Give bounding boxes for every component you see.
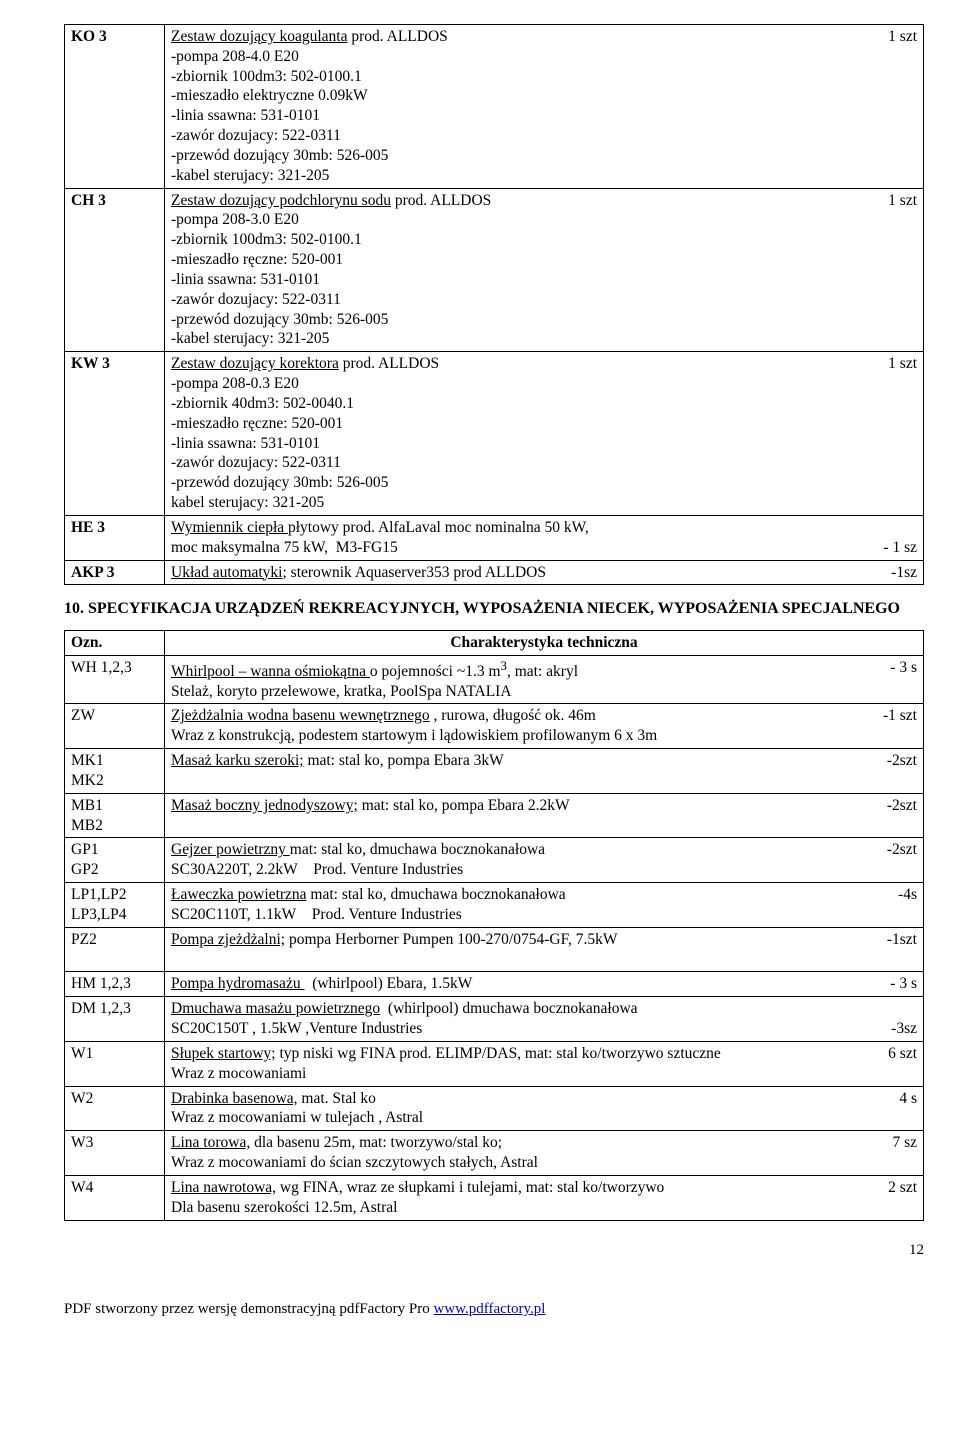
table-row-desc: Lina torowa, dla basenu 25m, mat: tworzy… [165, 1131, 924, 1176]
table-row-desc: Masaż karku szeroki; mat: stal ko, pompa… [165, 749, 924, 794]
table-row-ozn: WH 1,2,3 [65, 655, 165, 704]
footer: PDF stworzony przez wersję demonstracyjn… [64, 1300, 924, 1319]
table-row-ozn: AKP 3 [65, 560, 165, 585]
table-row-desc: Masaż boczny jednodyszowy; mat: stal ko,… [165, 793, 924, 838]
tbl2-header-desc: Charakterystyka techniczna [165, 630, 924, 655]
table-row-ozn: HM 1,2,3 [65, 972, 165, 997]
equipment-table-1: KO 3Zestaw dozujący koagulanta prod. ALL… [64, 24, 924, 585]
table-row-desc: Ławeczka powietrzna mat: stal ko, dmucha… [165, 883, 924, 928]
footer-text: PDF stworzony przez wersję demonstracyjn… [64, 1301, 434, 1317]
table-row-ozn: W2 [65, 1086, 165, 1131]
table-row-ozn: DM 1,2,3 [65, 997, 165, 1042]
table-row-ozn: MK1MK2 [65, 749, 165, 794]
table-row-ozn: GP1GP2 [65, 838, 165, 883]
tbl2-header-ozn: Ozn. [65, 630, 165, 655]
table-row-ozn: KO 3 [65, 25, 165, 189]
table-row-ozn: MB1MB2 [65, 793, 165, 838]
page-number: 12 [64, 1241, 924, 1260]
table-row-desc: Zestaw dozujący podchlorynu sodu prod. A… [165, 188, 924, 352]
table-row-desc: Drabinka basenowa, mat. Stal ko 4 sWraz … [165, 1086, 924, 1131]
table-row-desc: Układ automatyki; sterownik Aquaserver35… [165, 560, 924, 585]
table-row-ozn: KW 3 [65, 352, 165, 516]
table-row-ozn: W1 [65, 1041, 165, 1086]
table-row-desc: Gejzer powietrzny mat: stal ko, dmuchawa… [165, 838, 924, 883]
table-row-desc: Pompa hydromasażu (whirlpool) Ebara, 1.5… [165, 972, 924, 997]
table-row-ozn: CH 3 [65, 188, 165, 352]
table-row-ozn: HE 3 [65, 515, 165, 560]
table-row-desc: Wymiennik ciepła płytowy prod. AlfaLaval… [165, 515, 924, 560]
table-row-desc: Zjeżdżalnia wodna basenu wewnętrznego , … [165, 704, 924, 749]
section-heading: 10. SPECYFIKACJA URZĄDZEŃ REKREACYJNYCH,… [64, 599, 924, 619]
table-row-ozn: ZW [65, 704, 165, 749]
table-row-desc: Lina nawrotowa, wg FINA, wraz ze słupkam… [165, 1175, 924, 1220]
footer-link[interactable]: www.pdffactory.pl [434, 1301, 546, 1317]
table-row-desc: Dmuchawa masażu powietrznego (whirlpool)… [165, 997, 924, 1042]
table-row-desc: Pompa zjeżdżalni; pompa Herborner Pumpen… [165, 927, 924, 972]
equipment-table-2: Ozn. Charakterystyka techniczna WH 1,2,3… [64, 630, 924, 1221]
table-row-desc: Zestaw dozujący korektora prod. ALLDOS 1… [165, 352, 924, 516]
table-row-desc: Słupek startowy; typ niski wg FINA prod.… [165, 1041, 924, 1086]
table-row-desc: Whirlpool – wanna ośmiokątna o pojemnośc… [165, 655, 924, 704]
table-row-ozn: PZ2 [65, 927, 165, 972]
table-row-desc: Zestaw dozujący koagulanta prod. ALLDOS … [165, 25, 924, 189]
table-row-ozn: W3 [65, 1131, 165, 1176]
table-row-ozn: LP1,LP2LP3,LP4 [65, 883, 165, 928]
table-row-ozn: W4 [65, 1175, 165, 1220]
page: KO 3Zestaw dozujący koagulanta prod. ALL… [0, 0, 960, 1343]
